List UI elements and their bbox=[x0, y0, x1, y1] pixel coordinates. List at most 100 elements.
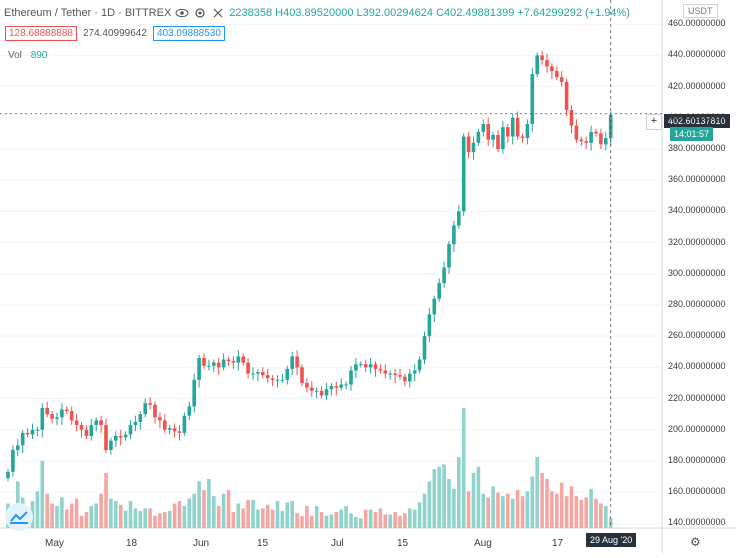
volume-bar bbox=[310, 515, 314, 528]
volume-bar bbox=[65, 509, 69, 528]
candle-body bbox=[422, 336, 427, 360]
candle-body bbox=[310, 387, 314, 391]
volume-bar bbox=[158, 513, 162, 528]
candle-body bbox=[118, 435, 123, 438]
add-alert-plus-icon[interactable]: + bbox=[646, 114, 662, 130]
y-tick-label: 240.00000000 bbox=[668, 361, 726, 372]
volume-bar bbox=[104, 472, 108, 528]
close-icon[interactable] bbox=[211, 6, 225, 20]
ohlc-readout: 2238358 H403.89520000 L392.00294624 C402… bbox=[229, 7, 630, 19]
volume-bar bbox=[545, 479, 549, 528]
volume-bar bbox=[412, 509, 417, 528]
volume-bar bbox=[99, 493, 103, 528]
candle-body bbox=[128, 425, 133, 435]
volume-bar bbox=[55, 505, 59, 528]
y-tick-label: 400.00000000 bbox=[668, 111, 726, 122]
volume-bar bbox=[354, 516, 358, 528]
candle-body bbox=[481, 124, 486, 132]
candle-body bbox=[555, 71, 559, 78]
volume-bar bbox=[128, 501, 133, 528]
volume-bar bbox=[275, 501, 280, 528]
candle-body bbox=[486, 124, 490, 140]
candle-body bbox=[574, 125, 579, 140]
candle-body bbox=[109, 440, 113, 451]
volume-bar bbox=[109, 498, 113, 528]
candle-body bbox=[589, 131, 593, 143]
symbol-title[interactable]: Ethereum / Tether · 1D · BITTREX bbox=[4, 7, 172, 19]
candle-body bbox=[197, 358, 201, 380]
candle-body bbox=[525, 124, 530, 139]
candle-body bbox=[99, 420, 103, 426]
volume-bar bbox=[226, 490, 231, 528]
x-tick-label: 15 bbox=[397, 538, 409, 549]
indicator-low-value: 128.68888888 bbox=[5, 26, 77, 41]
currency-badge[interactable]: USDT bbox=[683, 4, 718, 18]
y-tick-label: 260.00000000 bbox=[668, 330, 726, 341]
volume-bar bbox=[339, 509, 343, 528]
candle-body bbox=[520, 136, 525, 139]
volume-bar bbox=[334, 512, 339, 528]
candle-body bbox=[349, 370, 353, 385]
volume-bar bbox=[417, 502, 422, 528]
candle-body bbox=[89, 425, 94, 436]
volume-bar bbox=[569, 486, 574, 528]
volume-bar bbox=[432, 469, 437, 528]
x-tick-label: Aug bbox=[474, 538, 492, 549]
candle-body bbox=[569, 110, 574, 126]
volume-bar bbox=[94, 503, 98, 528]
volume-bar bbox=[212, 496, 216, 528]
candle-body bbox=[153, 404, 157, 418]
volume-bar bbox=[491, 486, 495, 528]
candle-body bbox=[319, 390, 324, 396]
candle-body bbox=[246, 362, 250, 374]
y-tick-label: 440.00000000 bbox=[668, 49, 726, 60]
candle-body bbox=[599, 133, 603, 145]
volume-bar bbox=[461, 408, 466, 528]
volume-bar bbox=[515, 490, 520, 528]
candle-body bbox=[393, 373, 397, 376]
volume-bar bbox=[314, 505, 319, 528]
symbol-header: Ethereum / Tether · 1D · BITTREX 2238358… bbox=[4, 5, 630, 21]
volume-bar bbox=[295, 513, 299, 528]
volume-bar bbox=[45, 493, 49, 528]
candle-body bbox=[530, 74, 535, 125]
volume-bar bbox=[476, 466, 481, 528]
candle-body bbox=[236, 356, 241, 363]
candle-body bbox=[383, 370, 388, 374]
eye-icon[interactable] bbox=[175, 6, 189, 20]
candle-body bbox=[506, 127, 510, 137]
volume-bar bbox=[60, 497, 64, 528]
candle-body bbox=[339, 384, 343, 388]
volume-bar bbox=[251, 499, 255, 528]
volume-bar bbox=[221, 493, 226, 528]
settings-icon[interactable] bbox=[193, 6, 207, 20]
candle-body bbox=[501, 127, 505, 150]
volume-bar bbox=[231, 512, 236, 528]
candle-body bbox=[30, 429, 35, 435]
volume-value: 890 bbox=[30, 50, 48, 61]
volume-bar bbox=[359, 518, 363, 528]
candle-body bbox=[265, 375, 270, 379]
volume-bar bbox=[329, 514, 334, 528]
x-tick-label: May bbox=[45, 538, 64, 549]
volume-bar bbox=[163, 512, 167, 528]
volume-bar bbox=[202, 490, 206, 528]
volume-bar bbox=[442, 464, 446, 528]
volume-bar bbox=[285, 502, 290, 528]
volume-bar bbox=[84, 512, 89, 528]
candle-body bbox=[334, 386, 339, 388]
volume-bar bbox=[373, 512, 378, 528]
y-tick-label: 320.00000000 bbox=[668, 236, 726, 247]
candle-body bbox=[84, 429, 89, 436]
volume-bar bbox=[35, 491, 40, 528]
candle-body bbox=[6, 471, 10, 479]
volume-bar bbox=[79, 515, 84, 528]
volume-bar bbox=[486, 497, 490, 528]
gear-icon[interactable]: ⚙ bbox=[690, 535, 701, 549]
x-tick-label: Jul bbox=[331, 538, 344, 549]
volume-bar bbox=[525, 491, 530, 528]
volume-bar bbox=[207, 479, 211, 528]
tradingview-logo-icon[interactable] bbox=[5, 503, 33, 531]
